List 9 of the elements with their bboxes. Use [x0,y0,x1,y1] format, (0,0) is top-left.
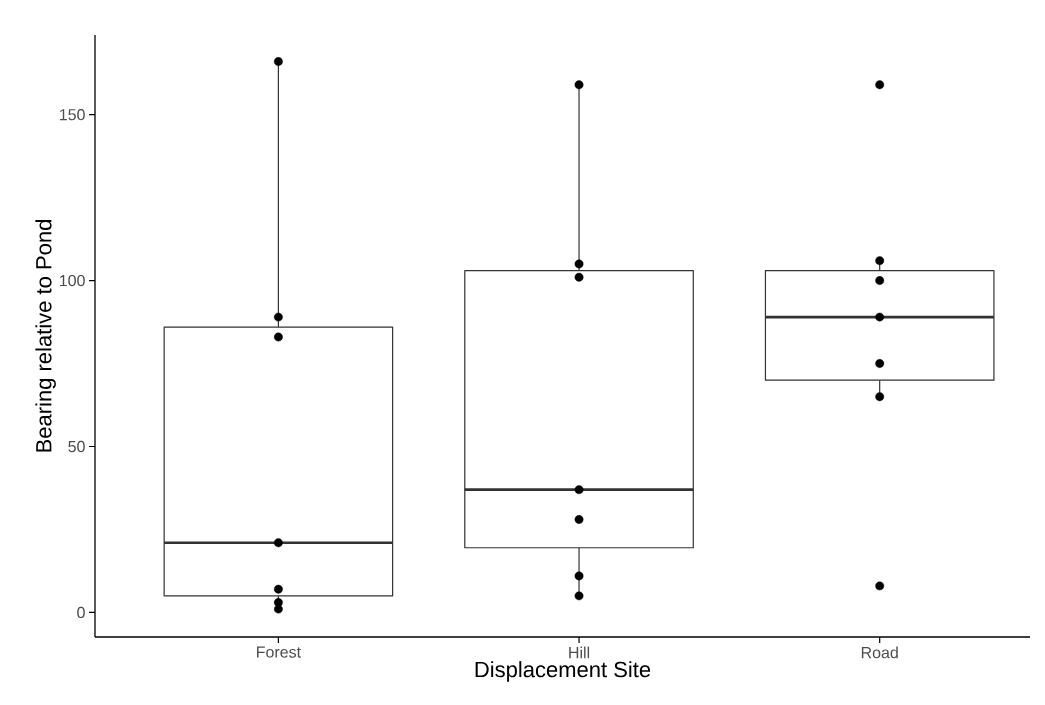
x-tick-label: Road [861,646,898,659]
y-axis-title: Bearing relative to Pond [35,220,56,452]
y-tick-label: 100 [60,274,85,287]
y-tick-label: 0 [77,606,85,619]
x-axis-title: Displacement Site [475,661,651,682]
y-tick-label: 50 [68,440,85,453]
x-tick-label: Forest [257,646,301,658]
x-tick-label: Hill [569,646,590,659]
y-tick-label: 150 [60,108,85,121]
